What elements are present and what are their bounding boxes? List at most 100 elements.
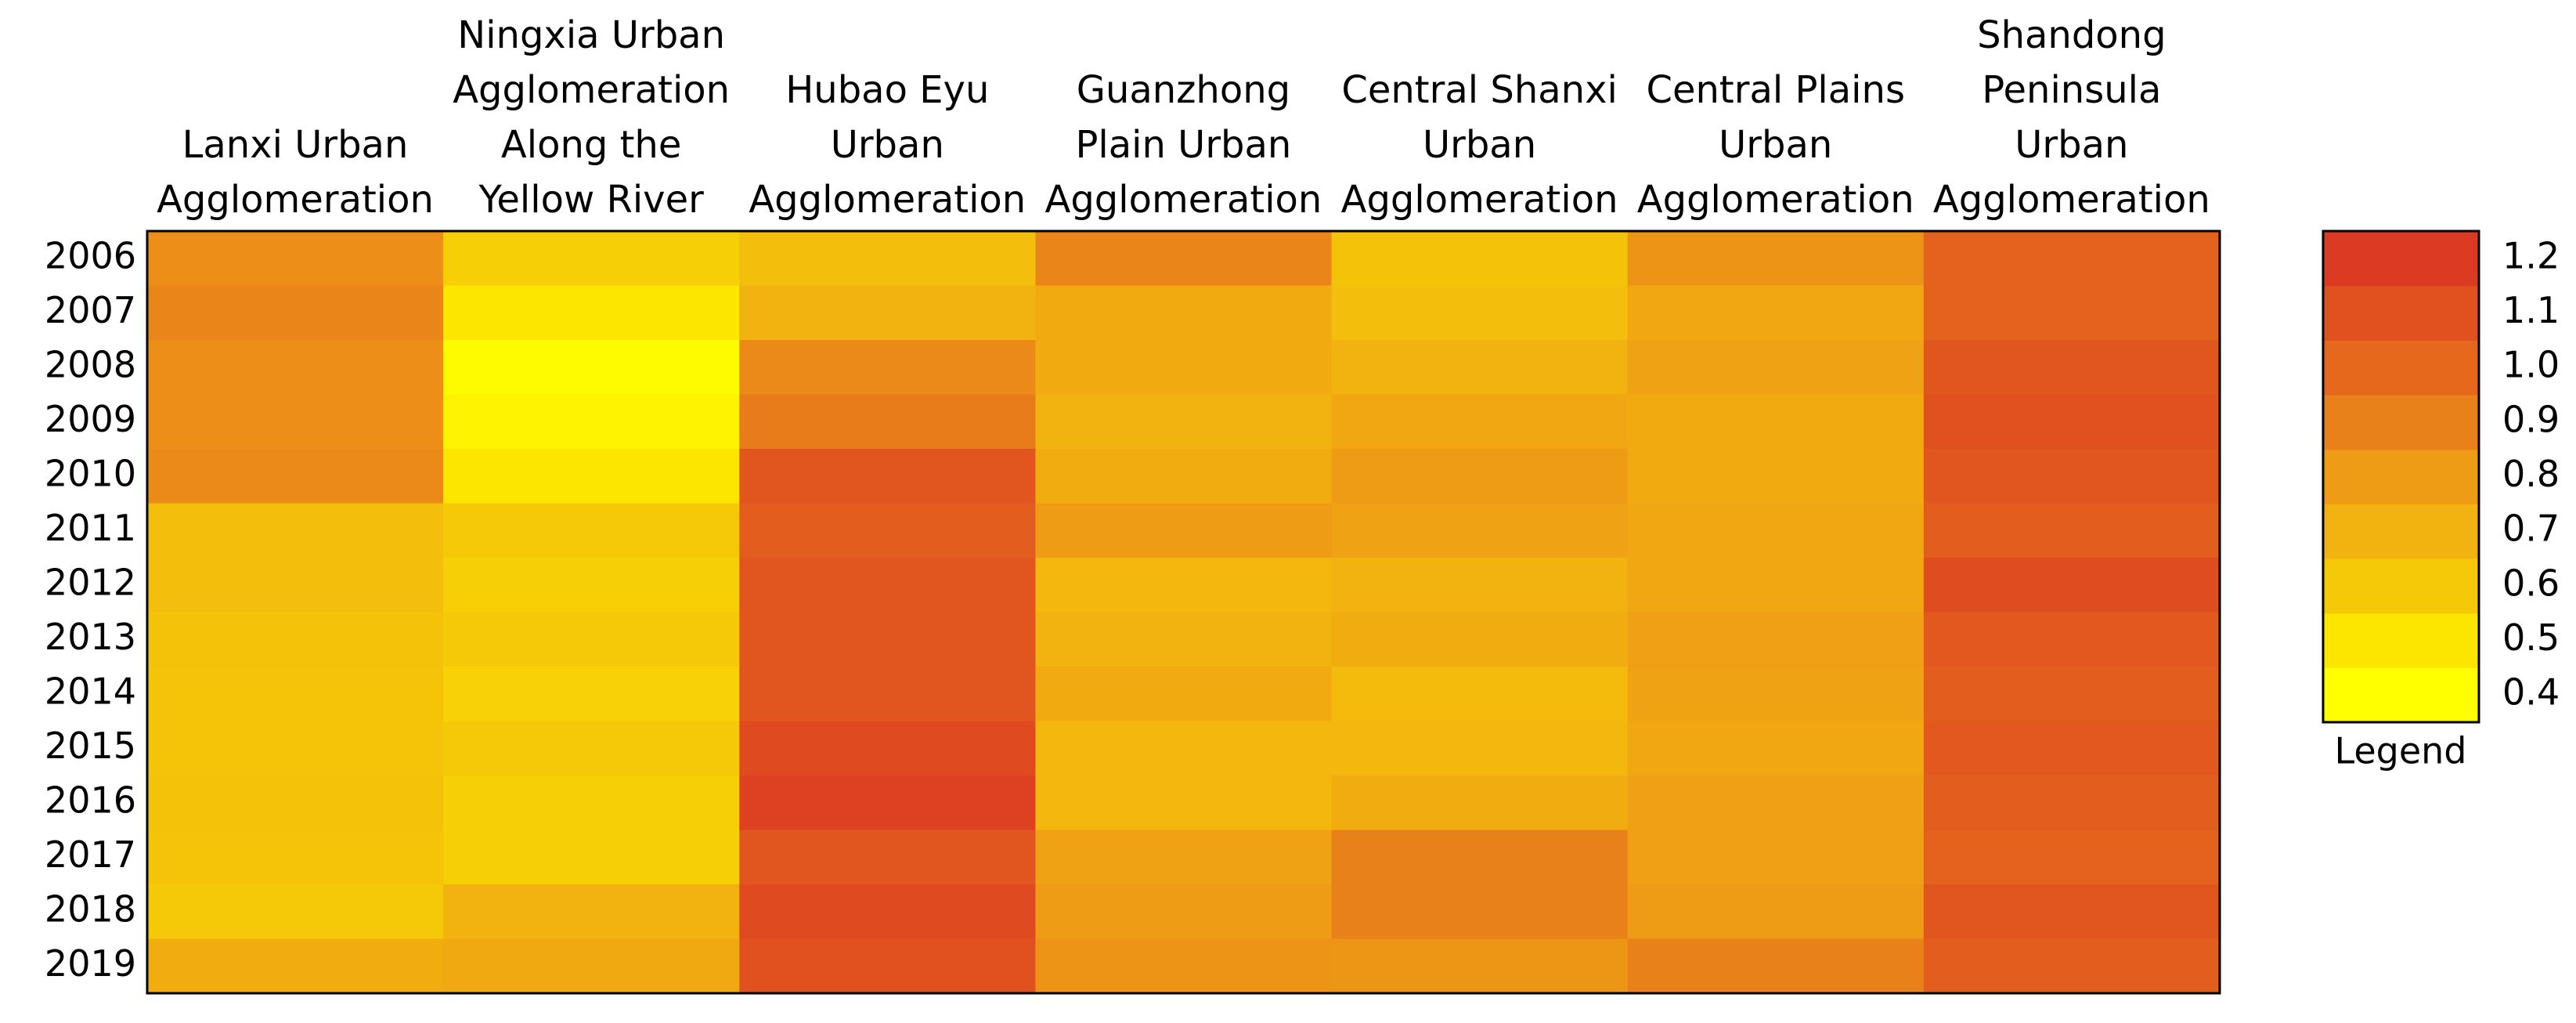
heat-cell [1923,231,2221,286]
column-label: Central Shanxi Urban Agglomeration [1340,68,1618,222]
heat-cell [443,830,740,885]
heat-cell [739,503,1036,558]
heat-cell [443,667,740,721]
heat-cell [1035,503,1333,558]
row-label: 2014 [45,670,136,712]
heat-cell [1923,558,2221,613]
heat-cell [443,884,740,939]
row-label: 2018 [45,887,136,930]
heat-cell [739,884,1036,939]
heat-cell [739,775,1036,830]
legend-tick-label: 0.9 [2502,398,2560,440]
heat-cell [1627,667,1925,721]
heat-cell [443,285,740,341]
heat-cell [1923,394,2221,450]
heat-cell [443,449,740,504]
legend-tick-label: 0.5 [2502,616,2560,659]
heat-cell [1331,394,1629,450]
heat-cell [1627,612,1925,667]
legend-swatch [2323,613,2479,668]
heat-cell [147,775,444,830]
row-label: 2007 [45,289,136,331]
heat-cell [739,231,1036,286]
heat-cell [1035,721,1333,776]
heat-cell [1923,503,2221,558]
heat-cell [147,667,444,721]
heat-cell [1627,394,1925,450]
heat-cell [1035,938,1333,994]
column-label: Shandong Peninsula Urban Agglomeration [1932,13,2210,222]
heat-cell [739,394,1036,450]
heat-cell [443,938,740,994]
column-label: Central Plains Urban Agglomeration [1636,68,1914,222]
heat-cell [443,394,740,450]
heat-cell [739,340,1036,395]
legend-tick-label: 0.7 [2502,508,2560,550]
legend-tick-label: 1.1 [2502,289,2560,331]
heat-cell [1627,830,1925,885]
heat-cell [147,449,444,504]
heat-cell [1035,285,1333,341]
heat-cell [739,285,1036,341]
heat-cell [1627,938,1925,994]
heat-cell [1331,503,1629,558]
heat-cell [1035,884,1333,939]
heat-cell [1923,938,2221,994]
heat-cell [443,612,740,667]
legend-swatch [2323,667,2479,723]
plot-frame [146,230,2221,995]
heat-cell [443,503,740,558]
heat-cell [1627,884,1925,939]
legend-title: Legend [2335,730,2467,772]
heat-cell [739,449,1036,504]
heat-cell [739,558,1036,613]
heat-cell [1923,667,2221,721]
heat-cell [1627,285,1925,341]
heat-cell [1331,775,1629,830]
legend-tick-label: 1.0 [2502,344,2560,386]
heat-cell [1627,449,1925,504]
heat-cell [1331,231,1629,286]
heat-cell [443,721,740,776]
heat-cell [147,612,444,667]
heat-cell [739,830,1036,885]
heat-cell [1331,938,1629,994]
heat-cell [1331,285,1629,341]
heat-cell [443,231,740,286]
heat-cell [1035,612,1333,667]
heat-cell [1035,449,1333,504]
heat-cell [147,394,444,450]
heat-cell [1627,558,1925,613]
heat-cell [1627,503,1925,558]
row-label: 2012 [45,561,136,603]
legend-swatch [2323,285,2479,341]
heat-cell [1923,340,2221,395]
column-label: Hubao Eyu Urban Agglomeration [749,68,1026,222]
heat-cell [739,938,1036,994]
heat-cell [1331,558,1629,613]
heat-cell [1035,231,1333,286]
heat-cell [739,721,1036,776]
heat-cell [1035,558,1333,613]
heat-cell [1331,884,1629,939]
heat-cell [1035,394,1333,450]
heat-cell [147,938,444,994]
heat-cell [1035,340,1333,395]
heat-cell [1627,775,1925,830]
heat-cell [147,830,444,885]
heat-cell [443,775,740,830]
heat-cell [1331,340,1629,395]
heat-cell [1035,830,1333,885]
legend-tick-label: 0.6 [2502,562,2560,604]
heat-cell [1331,721,1629,776]
column-label: Lanxi Urban Agglomeration [157,123,434,222]
row-label: 2016 [45,779,136,821]
heat-cell [1331,449,1629,504]
heat-cell [1923,721,2221,776]
legend-swatch [2323,558,2479,614]
row-label: 2009 [45,398,136,440]
heat-cell [1331,612,1629,667]
heat-cell [443,340,740,395]
legend-swatch [2323,231,2479,287]
